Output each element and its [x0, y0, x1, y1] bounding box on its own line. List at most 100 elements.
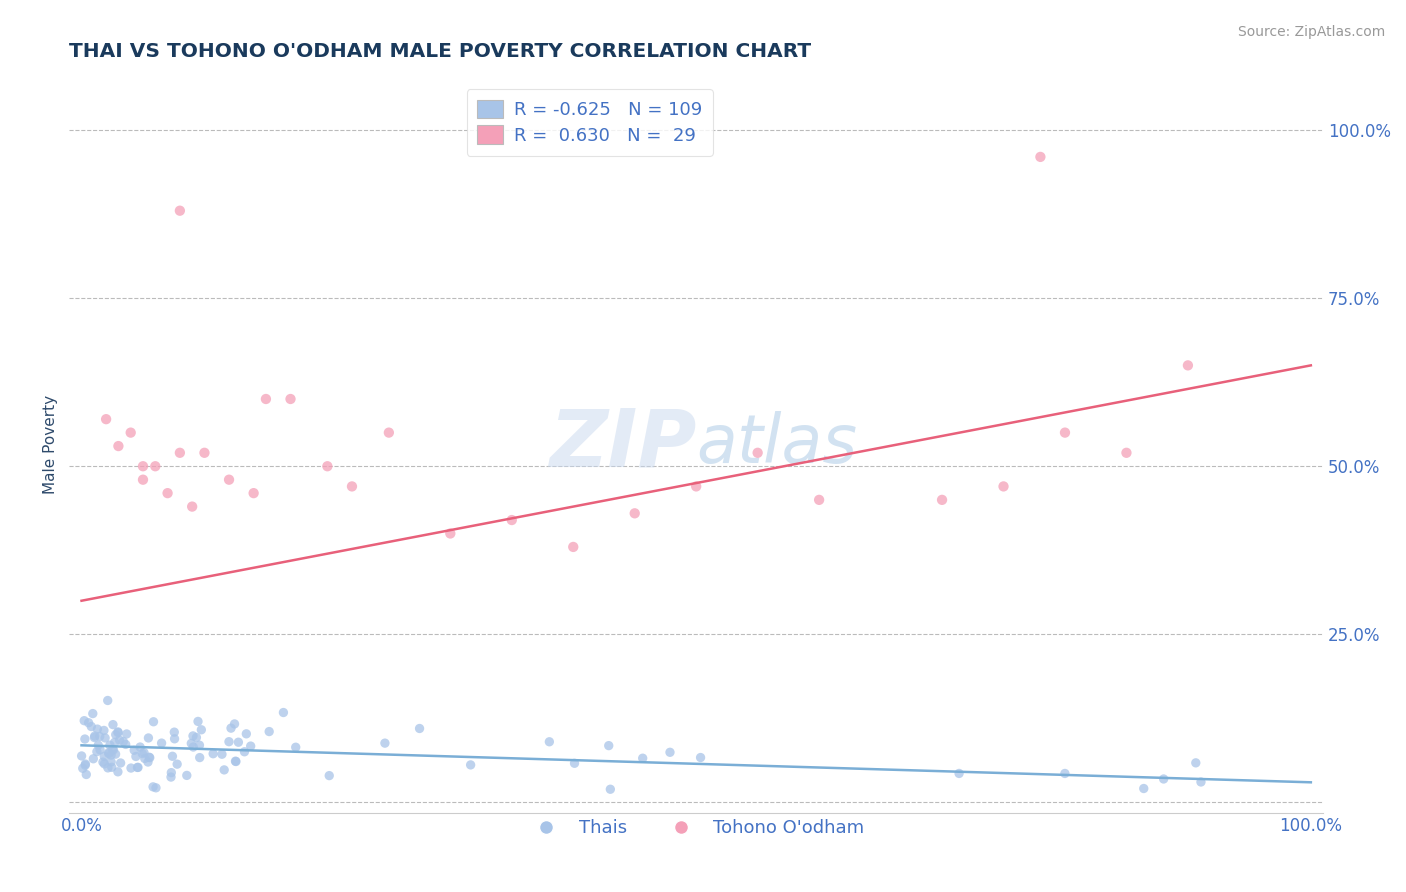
Point: [340, 479, 363, 493]
Point: [378, 425, 401, 440]
Point: [103, 743, 125, 757]
Point: [1053, 766, 1076, 780]
Point: [501, 513, 523, 527]
Point: [176, 768, 198, 782]
Point: [254, 392, 277, 406]
Point: [104, 747, 127, 761]
Point: [89, 730, 111, 744]
Point: [631, 751, 654, 765]
Point: [70, 748, 93, 763]
Point: [460, 758, 482, 772]
Point: [120, 761, 142, 775]
Point: [931, 492, 953, 507]
Point: [107, 439, 129, 453]
Point: [273, 706, 295, 720]
Point: [1153, 772, 1175, 786]
Point: [228, 735, 250, 749]
Point: [129, 739, 152, 754]
Point: [439, 526, 461, 541]
Point: [80, 720, 103, 734]
Point: [108, 733, 131, 747]
Point: [75, 758, 97, 772]
Point: [75, 757, 97, 772]
Point: [87, 738, 110, 752]
Point: [138, 731, 160, 745]
Point: [107, 725, 129, 739]
Point: [97, 693, 120, 707]
Point: [218, 734, 240, 748]
Point: [218, 473, 240, 487]
Point: [1053, 425, 1076, 440]
Point: [186, 731, 208, 745]
Point: [188, 750, 211, 764]
Point: [132, 473, 155, 487]
Point: [94, 412, 117, 426]
Point: [82, 752, 104, 766]
Point: [212, 763, 235, 777]
Point: [97, 761, 120, 775]
Point: [163, 731, 186, 746]
Point: [91, 755, 114, 769]
Point: [143, 459, 166, 474]
Point: [150, 736, 173, 750]
Point: [564, 756, 586, 771]
Point: [86, 722, 108, 736]
Point: [219, 721, 242, 735]
Point: [131, 747, 153, 761]
Text: THAI VS TOHONO O'ODHAM MALE POVERTY CORRELATION CHART: THAI VS TOHONO O'ODHAM MALE POVERTY CORR…: [69, 42, 811, 61]
Point: [1132, 781, 1154, 796]
Point: [948, 766, 970, 780]
Text: atlas: atlas: [696, 411, 858, 477]
Point: [224, 717, 246, 731]
Point: [188, 738, 211, 752]
Point: [689, 750, 711, 764]
Point: [75, 767, 97, 781]
Point: [257, 724, 280, 739]
Point: [318, 769, 340, 783]
Point: [169, 203, 191, 218]
Point: [193, 446, 215, 460]
Point: [181, 500, 204, 514]
Point: [202, 747, 225, 761]
Point: [181, 729, 204, 743]
Point: [98, 738, 121, 752]
Point: [82, 706, 104, 721]
Point: [127, 760, 149, 774]
Point: [239, 739, 262, 753]
Point: [599, 782, 621, 797]
Point: [190, 723, 212, 737]
Point: [181, 739, 204, 754]
Text: Source: ZipAtlas.com: Source: ZipAtlas.com: [1237, 25, 1385, 39]
Point: [623, 506, 645, 520]
Point: [139, 750, 162, 764]
Point: [233, 745, 256, 759]
Point: [374, 736, 396, 750]
Point: [142, 780, 165, 794]
Point: [89, 743, 111, 757]
Point: [747, 446, 769, 460]
Legend: Thais, Tohono O'odham: Thais, Tohono O'odham: [520, 812, 872, 844]
Point: [808, 492, 831, 507]
Point: [316, 459, 339, 474]
Point: [225, 755, 247, 769]
Point: [127, 760, 149, 774]
Point: [122, 743, 145, 757]
Y-axis label: Male Poverty: Male Poverty: [44, 395, 58, 494]
Point: [169, 446, 191, 460]
Point: [73, 732, 96, 747]
Point: [138, 750, 160, 764]
Point: [72, 761, 94, 775]
Point: [156, 486, 179, 500]
Point: [100, 755, 122, 769]
Point: [83, 729, 105, 743]
Point: [242, 486, 264, 500]
Point: [83, 731, 105, 745]
Point: [125, 749, 148, 764]
Point: [538, 735, 561, 749]
Point: [284, 740, 307, 755]
Point: [120, 425, 142, 440]
Point: [112, 734, 135, 748]
Text: ZIP: ZIP: [548, 405, 696, 483]
Point: [1177, 359, 1199, 373]
Point: [408, 722, 430, 736]
